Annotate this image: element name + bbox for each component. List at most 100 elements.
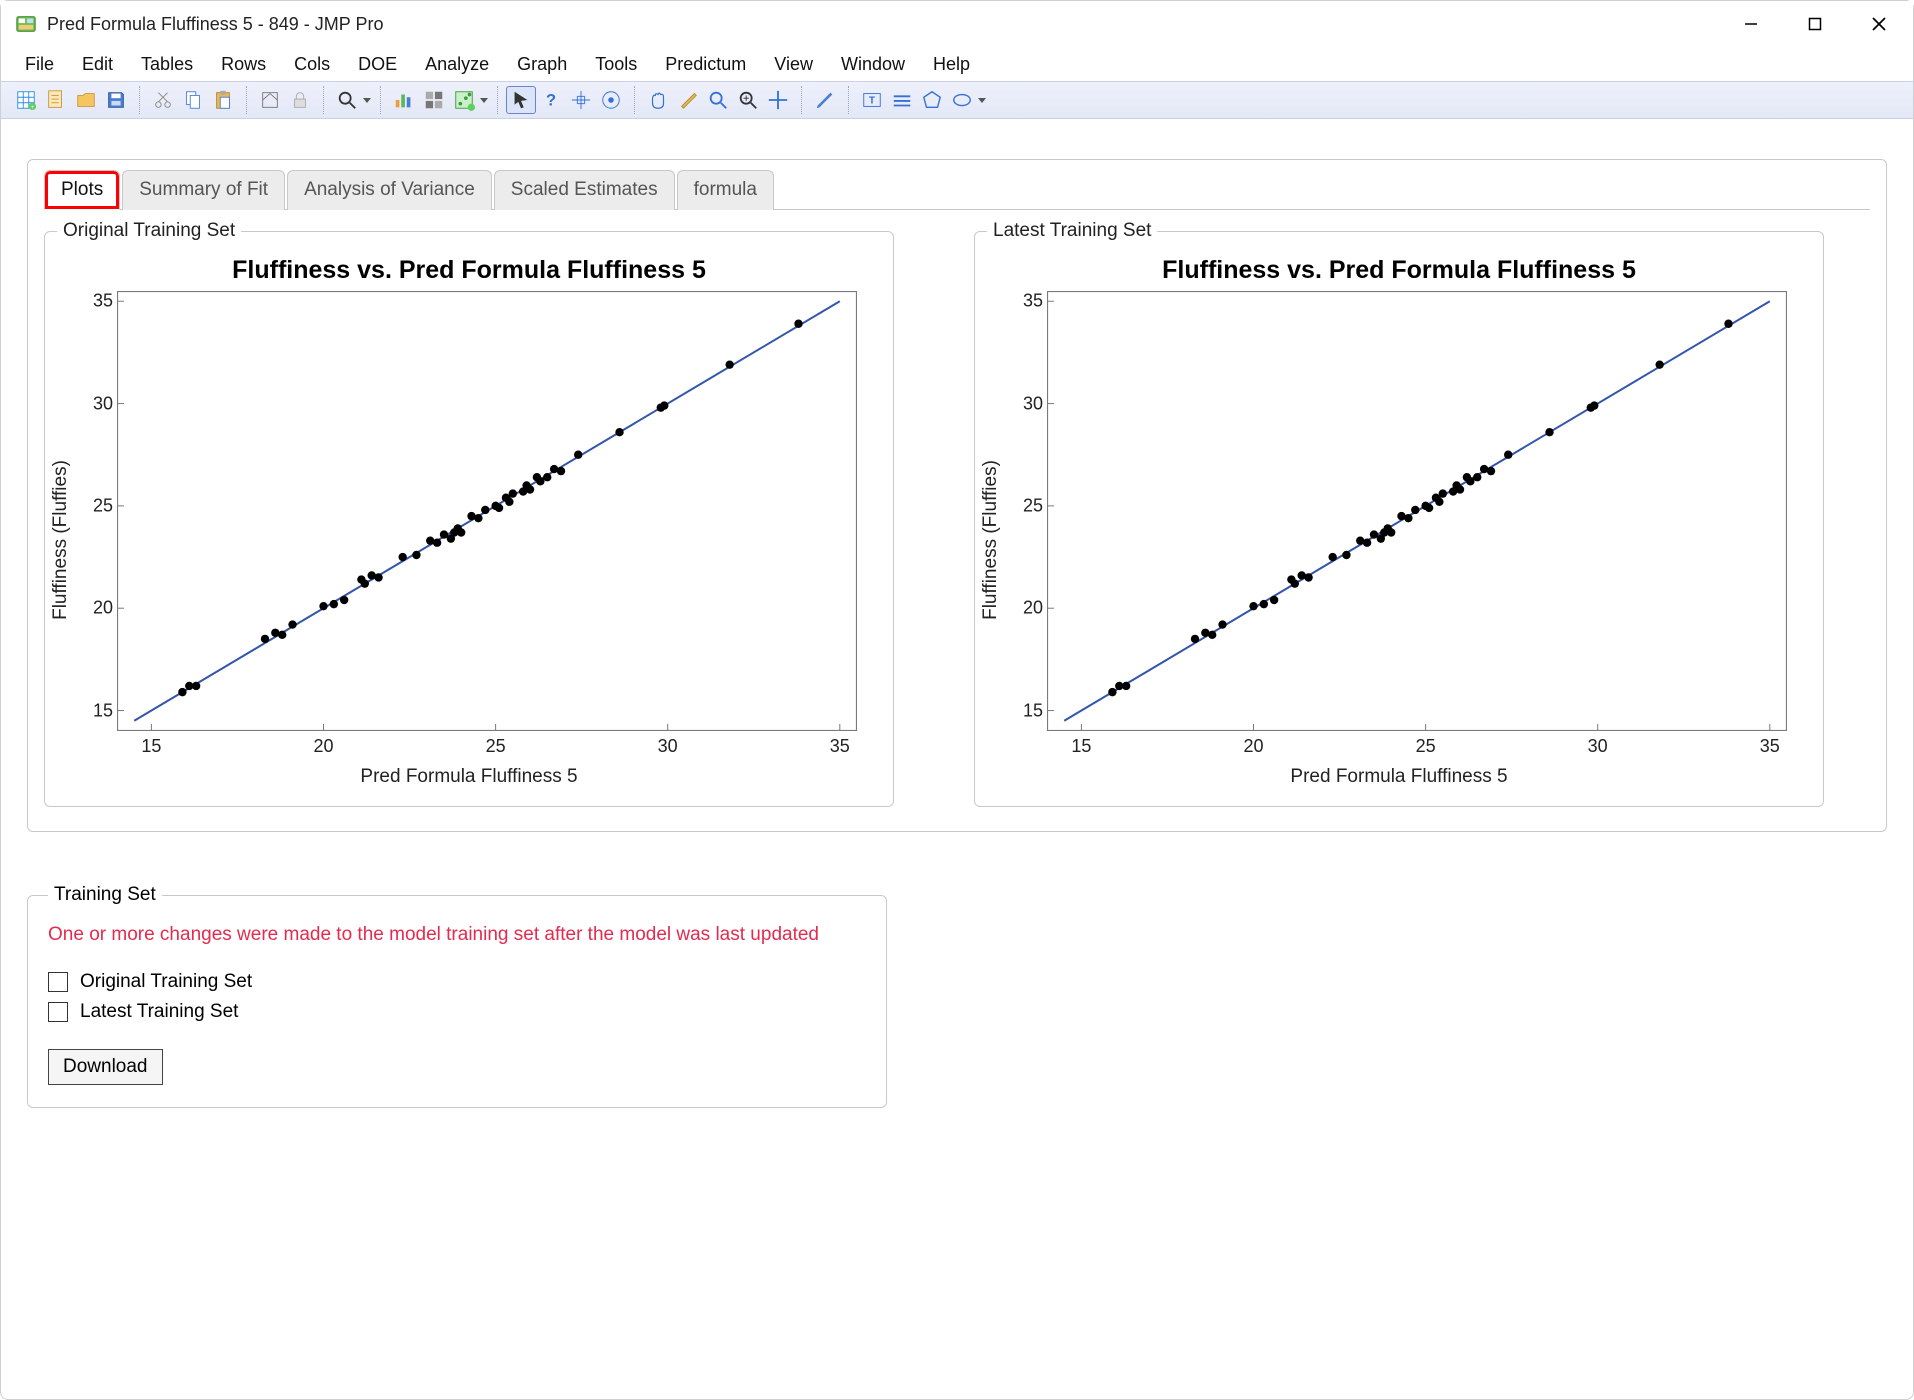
- x-axis-label-latest: Pred Formula Fluffiness 5: [987, 766, 1811, 788]
- x-tick-label: 35: [1760, 736, 1780, 757]
- titlebar: Pred Formula Fluffiness 5 - 849 - JMP Pr…: [1, 1, 1913, 47]
- chart-frame-latest: Latest Training Set Fluffiness vs. Pred …: [974, 220, 1824, 807]
- training-set-legend: Training Set: [48, 884, 162, 906]
- menu-edit[interactable]: Edit: [68, 50, 127, 79]
- paste-icon[interactable]: [208, 86, 238, 114]
- cut-icon[interactable]: [148, 86, 178, 114]
- x-axis-label-original: Pred Formula Fluffiness 5: [57, 766, 881, 788]
- y-tick-label: 15: [93, 700, 113, 721]
- menu-tools[interactable]: Tools: [581, 50, 651, 79]
- menu-file[interactable]: File: [11, 50, 68, 79]
- arrow-tool-icon[interactable]: [506, 86, 536, 114]
- x-tick-label: 30: [658, 736, 678, 757]
- new-script-icon[interactable]: [41, 86, 71, 114]
- graph-builder-icon[interactable]: [419, 86, 449, 114]
- svg-text:T: T: [869, 96, 876, 107]
- zoom-icon[interactable]: [332, 86, 362, 114]
- tab-summary-of-fit[interactable]: Summary of Fit: [122, 170, 285, 210]
- crosshair-tool-icon[interactable]: [566, 86, 596, 114]
- x-tick-label: 25: [486, 736, 506, 757]
- menu-help[interactable]: Help: [919, 50, 984, 79]
- new-datatable-icon[interactable]: +: [11, 86, 41, 114]
- menu-doe[interactable]: DOE: [344, 50, 411, 79]
- window-controls: [1719, 4, 1911, 44]
- download-button[interactable]: Download: [48, 1049, 163, 1085]
- checkbox-icon: [48, 972, 68, 992]
- help-tool-icon[interactable]: ?: [536, 86, 566, 114]
- save-icon[interactable]: [101, 86, 131, 114]
- tab-strip: PlotsSummary of FitAnalysis of VarianceS…: [44, 170, 1870, 210]
- x-tick-label: 30: [1588, 736, 1608, 757]
- y-tick-label: 25: [1023, 495, 1043, 516]
- scatter-plot[interactable]: [117, 291, 857, 731]
- scatter-plot[interactable]: [1047, 291, 1787, 731]
- zoom-dropdown-icon[interactable]: [362, 96, 372, 104]
- y-tick-label: 30: [1023, 393, 1043, 414]
- menu-window[interactable]: Window: [827, 50, 919, 79]
- line-annotation-icon[interactable]: [887, 86, 917, 114]
- text-annotation-icon[interactable]: T: [857, 86, 887, 114]
- copy-icon[interactable]: [178, 86, 208, 114]
- y-tick-label: 35: [93, 291, 113, 312]
- polygon-annotation-icon[interactable]: [917, 86, 947, 114]
- chart-frame-original: Original Training Set Fluffiness vs. Pre…: [44, 220, 894, 807]
- app-icon: [15, 13, 37, 35]
- minimize-button[interactable]: [1719, 4, 1783, 44]
- svg-text:?: ?: [546, 92, 556, 110]
- fit-icon[interactable]: [449, 86, 479, 114]
- chart-frame-latest-label: Latest Training Set: [987, 220, 1157, 242]
- analyze-distribution-icon[interactable]: [389, 86, 419, 114]
- lasso-tool-icon[interactable]: [703, 86, 733, 114]
- checkbox-original-label: Original Training Set: [80, 971, 252, 993]
- menu-view[interactable]: View: [760, 50, 827, 79]
- tab-scaled-estimates[interactable]: Scaled Estimates: [494, 170, 675, 210]
- tab-body-plots: Original Training Set Fluffiness vs. Pre…: [44, 209, 1870, 807]
- x-tick-label: 15: [141, 736, 161, 757]
- checkbox-latest-training-set[interactable]: Latest Training Set: [48, 1001, 866, 1023]
- menu-analyze[interactable]: Analyze: [411, 50, 503, 79]
- scroll-tool-icon[interactable]: [596, 86, 626, 114]
- crosshairs-icon[interactable]: [763, 86, 793, 114]
- menu-graph[interactable]: Graph: [503, 50, 581, 79]
- tab-analysis-of-variance[interactable]: Analysis of Variance: [287, 170, 492, 210]
- content-area: PlotsSummary of FitAnalysis of VarianceS…: [1, 119, 1913, 1399]
- y-tick-label: 30: [93, 393, 113, 414]
- y-tick-label: 15: [1023, 700, 1043, 721]
- training-set-panel: Training Set One or more changes were ma…: [27, 884, 887, 1108]
- brush-tool-icon[interactable]: [673, 86, 703, 114]
- y-axis-label-original: Fluffiness (Fluffies): [50, 460, 72, 620]
- checkbox-original-training-set[interactable]: Original Training Set: [48, 971, 866, 993]
- window-title: Pred Formula Fluffiness 5 - 849 - JMP Pr…: [47, 14, 383, 35]
- close-button[interactable]: [1847, 4, 1911, 44]
- chart-title-latest: Fluffiness vs. Pred Formula Fluffiness 5: [987, 256, 1811, 285]
- chart-title-original: Fluffiness vs. Pred Formula Fluffiness 5: [57, 256, 881, 285]
- y-tick-label: 20: [1023, 598, 1043, 619]
- home-icon[interactable]: [255, 86, 285, 114]
- tab-formula[interactable]: formula: [677, 170, 774, 210]
- y-tick-label: 35: [1023, 291, 1043, 312]
- x-tick-label: 15: [1071, 736, 1091, 757]
- training-set-warning: One or more changes were made to the mod…: [48, 922, 866, 949]
- grabber-tool-icon[interactable]: [643, 86, 673, 114]
- menu-predictum[interactable]: Predictum: [651, 50, 760, 79]
- x-tick-label: 25: [1416, 736, 1436, 757]
- menu-tables[interactable]: Tables: [127, 50, 207, 79]
- y-tick-label: 25: [93, 495, 113, 516]
- menu-cols[interactable]: Cols: [280, 50, 344, 79]
- open-icon[interactable]: [71, 86, 101, 114]
- x-tick-label: 35: [830, 736, 850, 757]
- checkbox-icon: [48, 1002, 68, 1022]
- menu-rows[interactable]: Rows: [207, 50, 280, 79]
- oval-annotation-icon[interactable]: [947, 86, 977, 114]
- annotate-tool-icon[interactable]: [810, 86, 840, 114]
- maximize-button[interactable]: [1783, 4, 1847, 44]
- magnifier-tool-icon[interactable]: [733, 86, 763, 114]
- chart-frame-original-label: Original Training Set: [57, 220, 241, 242]
- annotation-dropdown-icon[interactable]: [977, 96, 987, 104]
- y-tick-label: 20: [93, 598, 113, 619]
- tab-plots[interactable]: Plots: [44, 170, 120, 210]
- lock-icon[interactable]: [285, 86, 315, 114]
- app-window: Pred Formula Fluffiness 5 - 849 - JMP Pr…: [0, 0, 1914, 1400]
- y-axis-label-latest: Fluffiness (Fluffies): [980, 460, 1002, 620]
- analyze-dropdown-icon[interactable]: [479, 96, 489, 104]
